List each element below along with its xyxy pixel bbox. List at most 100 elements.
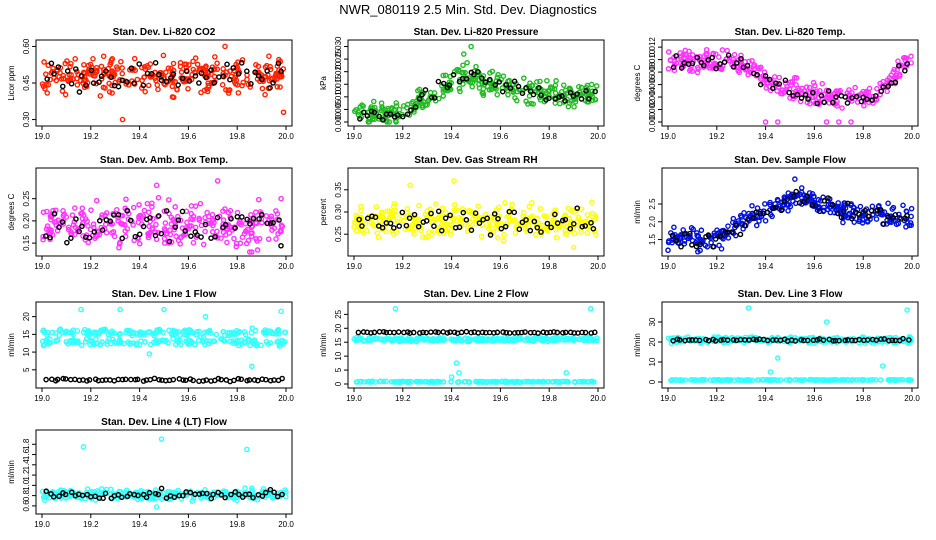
data-point xyxy=(110,70,117,76)
chart-panel-8: Stan. Dev. Line 2 Flow 19.0 19.2 19.4 19.6 19… xyxy=(319,289,606,403)
data-point xyxy=(393,103,400,109)
chart-panel-9: Stan. Dev. Line 3 Flow 19.0 19.2 19.4 19.6 19… xyxy=(633,289,920,403)
data-point xyxy=(180,492,186,499)
x-tick-label: 19.0 xyxy=(660,262,676,271)
data-point xyxy=(450,71,457,78)
data-point xyxy=(812,82,818,89)
data-point xyxy=(151,375,158,382)
data-point xyxy=(825,206,831,213)
data-point xyxy=(506,208,513,215)
data-point xyxy=(806,377,813,383)
data-point xyxy=(188,203,195,209)
data-point xyxy=(133,341,139,348)
data-point xyxy=(371,109,378,116)
data-point xyxy=(579,329,585,336)
data-point xyxy=(432,329,439,335)
data-point xyxy=(830,99,836,106)
data-point xyxy=(495,222,501,229)
data-point xyxy=(139,64,145,71)
data-point xyxy=(270,220,276,226)
data-point xyxy=(563,370,570,376)
data-point xyxy=(87,226,94,233)
data-point xyxy=(712,236,719,242)
data-point xyxy=(877,377,884,383)
data-point xyxy=(473,213,480,219)
data-point xyxy=(816,208,823,215)
data-point xyxy=(396,106,403,113)
series-points xyxy=(665,305,914,384)
data-point xyxy=(231,235,237,242)
data-point xyxy=(874,207,881,214)
series-points xyxy=(39,43,287,123)
data-point xyxy=(103,210,110,216)
data-point xyxy=(840,219,846,226)
data-point xyxy=(590,336,596,343)
data-point xyxy=(446,82,453,89)
data-point xyxy=(172,204,178,210)
data-point xyxy=(404,111,411,117)
data-point xyxy=(64,68,71,74)
data-point xyxy=(767,369,774,375)
data-point xyxy=(244,68,250,74)
data-point xyxy=(254,238,260,244)
data-point xyxy=(169,331,175,338)
plot-frame xyxy=(661,39,919,127)
data-point xyxy=(442,72,449,79)
data-point xyxy=(356,379,363,385)
data-point xyxy=(115,215,121,221)
data-point xyxy=(494,91,501,98)
data-point xyxy=(701,53,708,60)
data-point xyxy=(220,70,227,77)
data-point xyxy=(556,94,563,100)
data-point xyxy=(509,201,515,208)
data-point xyxy=(890,69,897,75)
data-point xyxy=(839,105,845,111)
x-tick-label: 19.4 xyxy=(132,520,148,529)
data-point xyxy=(83,77,89,84)
data-point xyxy=(833,88,839,94)
data-point xyxy=(227,207,234,214)
data-point xyxy=(677,50,684,56)
data-point xyxy=(131,80,137,86)
data-point xyxy=(475,335,482,342)
data-point xyxy=(179,208,186,215)
data-point xyxy=(540,336,547,343)
x-tick-label: 19.8 xyxy=(229,262,245,271)
data-point xyxy=(747,377,753,383)
data-point xyxy=(775,119,781,125)
data-point xyxy=(478,75,485,81)
data-point xyxy=(106,89,113,95)
data-point xyxy=(705,232,712,238)
data-point xyxy=(484,215,490,222)
data-point xyxy=(165,65,172,71)
data-point xyxy=(51,219,58,225)
data-point xyxy=(848,201,854,207)
data-point xyxy=(141,207,148,214)
data-point xyxy=(85,223,91,229)
data-point xyxy=(86,234,93,241)
x-tick-label: 20.0 xyxy=(590,262,606,271)
data-point xyxy=(869,203,876,210)
data-point xyxy=(541,213,547,219)
data-point xyxy=(532,231,539,238)
y-tick-label: 0.000 xyxy=(334,111,343,132)
data-point xyxy=(694,69,701,76)
data-point xyxy=(673,53,679,59)
data-point xyxy=(156,376,162,383)
data-point xyxy=(676,337,683,343)
data-point xyxy=(584,337,591,343)
data-point xyxy=(186,78,193,84)
data-point xyxy=(540,379,547,385)
data-point xyxy=(76,89,83,95)
data-point xyxy=(161,338,168,344)
data-point xyxy=(163,495,170,501)
data-point xyxy=(883,221,890,227)
data-point xyxy=(441,336,448,343)
data-point xyxy=(750,215,757,221)
data-point xyxy=(877,206,884,213)
data-point xyxy=(830,338,836,344)
data-point xyxy=(214,60,220,67)
data-point xyxy=(267,486,274,493)
data-point xyxy=(119,235,126,242)
data-point xyxy=(143,494,150,501)
